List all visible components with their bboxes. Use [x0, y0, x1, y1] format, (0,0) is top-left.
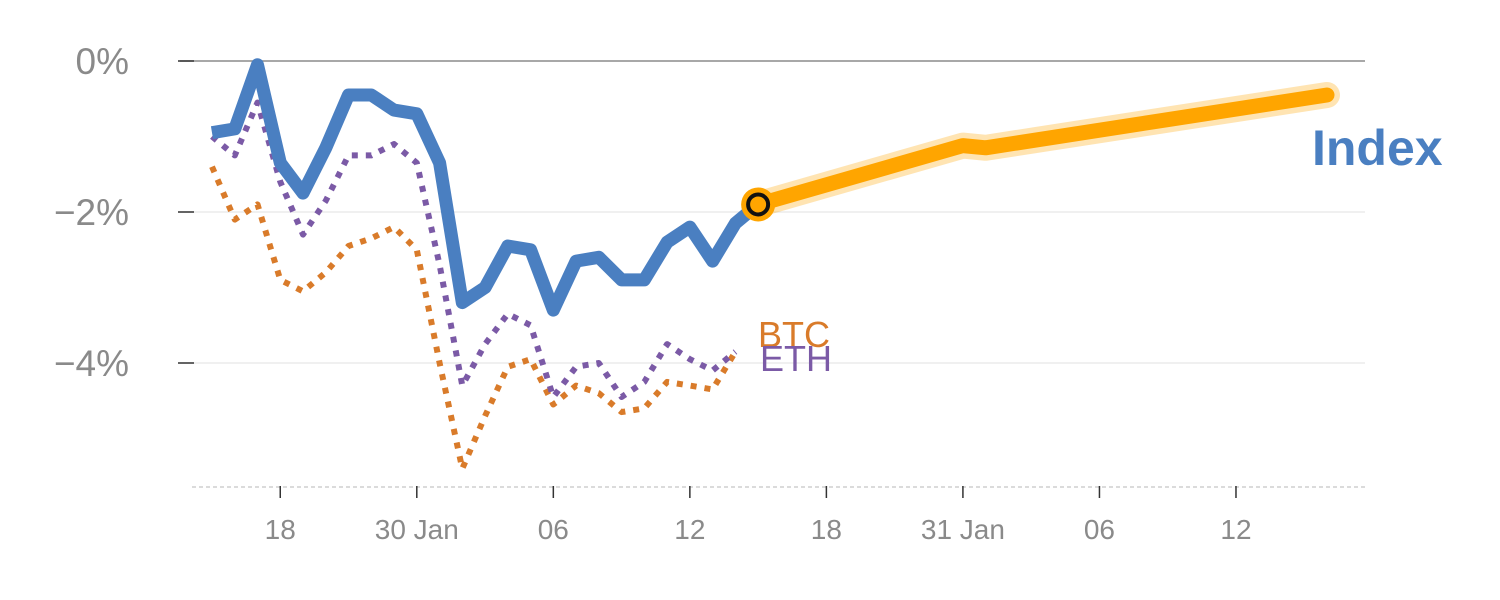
x-tick-label: 31 Jan [921, 514, 1005, 545]
series-lines [209, 58, 1340, 472]
x-tick-label: 12 [1220, 514, 1251, 545]
y-tick-label: 0% [76, 41, 129, 82]
marker-dot [746, 192, 771, 217]
x-axis-ticks: 18 30 Jan 06 12 18 31 Jan 06 12 [265, 486, 1252, 545]
series-line-btc [209, 165, 738, 472]
series-line-eth [210, 99, 738, 400]
series-label-index: Index [1312, 120, 1443, 176]
current-point-marker [741, 187, 776, 222]
x-tick-label: 12 [674, 514, 705, 545]
y-tick-label: −4% [54, 343, 129, 384]
series-label-eth: ETH [760, 338, 832, 379]
y-axis-ticks: 0% −2% −4% [54, 41, 194, 384]
x-tick-label: 06 [538, 514, 569, 545]
x-tick-label: 30 Jan [375, 514, 459, 545]
x-tick-label: 18 [265, 514, 296, 545]
series-line-index [210, 58, 763, 317]
series-label-btc: BTC [758, 314, 830, 355]
series-line-index-forecast [750, 87, 1335, 212]
y-tick-label: −2% [54, 192, 129, 233]
x-tick-label: 06 [1084, 514, 1115, 545]
x-tick-label: 18 [811, 514, 842, 545]
